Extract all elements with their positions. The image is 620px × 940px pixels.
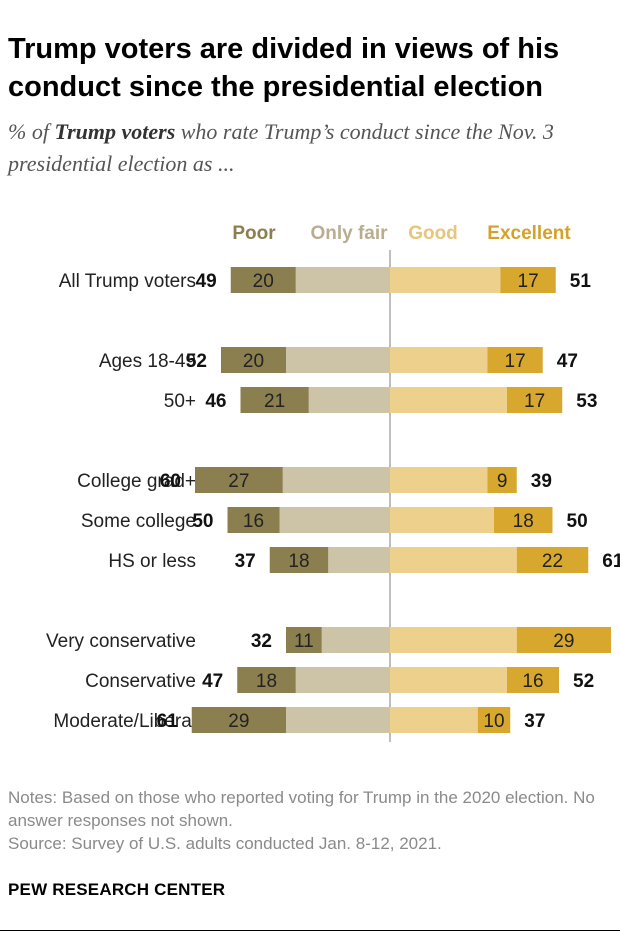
bar-only-fair	[308, 387, 390, 413]
bar-poor	[227, 507, 280, 533]
net-negative-label: 37	[235, 551, 256, 572]
bar-excellent	[500, 267, 556, 293]
bar-only-fair	[286, 347, 390, 373]
chart-subtitle: % of Trump voters who rate Trump’s condu…	[8, 116, 614, 180]
net-positive-label: 37	[524, 711, 545, 732]
notes-text: Notes: Based on those who reported votin…	[8, 788, 595, 830]
data-label-poor: 16	[243, 511, 264, 532]
bar-good	[390, 507, 494, 533]
category-label: Some college	[81, 511, 196, 532]
data-label-poor: 18	[256, 671, 277, 692]
data-label-excellent: 16	[522, 671, 543, 692]
bar-good	[390, 387, 507, 413]
net-negative-label: 32	[251, 631, 272, 652]
data-label-poor: 20	[253, 271, 274, 292]
data-label-poor: 21	[264, 391, 285, 412]
net-positive-label: 47	[557, 351, 578, 372]
net-positive-label: 53	[576, 391, 597, 412]
category-label: All Trump voters	[59, 271, 196, 292]
data-label-poor: 27	[228, 471, 249, 492]
net-positive-label: 51	[570, 271, 592, 292]
category-label: College grad+	[77, 471, 196, 492]
bar-only-fair	[295, 667, 390, 693]
bar-poor	[286, 627, 322, 653]
data-label-excellent: 17	[524, 391, 545, 412]
bar-good	[390, 707, 478, 733]
bar-excellent	[477, 707, 511, 733]
category-label: Moderate/Liberal	[53, 711, 196, 732]
net-negative-label: 46	[205, 391, 226, 412]
net-negative-label: 50	[192, 511, 213, 532]
subtitle-suffix: who rate Trump’s conduct since the Nov. …	[8, 119, 554, 176]
data-label-excellent: 10	[483, 711, 504, 732]
bar-poor	[269, 547, 329, 573]
net-negative-label: 52	[186, 351, 207, 372]
chart-notes: Notes: Based on those who reported votin…	[8, 786, 614, 855]
bar-excellent	[494, 507, 553, 533]
net-positive-label: 39	[531, 471, 552, 492]
source-text: Source: Survey of U.S. adults conducted …	[8, 834, 442, 853]
chart-title: Trump voters are divided in views of his…	[8, 33, 560, 103]
legend-only-fair: Only fair	[310, 223, 388, 244]
net-negative-label: 61	[157, 711, 179, 732]
bar-poor	[191, 707, 286, 733]
data-label-excellent: 9	[497, 471, 508, 492]
category-label: Conservative	[85, 671, 196, 692]
net-positive-label: 50	[567, 511, 588, 532]
bar-excellent	[487, 467, 517, 493]
bar-excellent	[487, 347, 543, 373]
bar-poor	[240, 387, 309, 413]
data-label-poor: 18	[288, 551, 309, 572]
category-label: 50+	[164, 391, 196, 412]
bar-poor	[221, 347, 286, 373]
bar-only-fair	[328, 547, 390, 573]
bar-excellent	[516, 547, 589, 573]
category-label: Ages 18-49	[99, 351, 196, 372]
bar-poor	[230, 267, 296, 293]
bar-poor	[237, 667, 296, 693]
bar-good	[390, 547, 517, 573]
bar-good	[390, 627, 517, 653]
bottom-rule	[0, 930, 620, 931]
subtitle-emphasis: Trump voters	[54, 119, 176, 144]
subtitle-prefix: % of	[8, 119, 55, 144]
brand-label: PEW RESEARCH CENTER	[8, 880, 226, 899]
bar-poor	[195, 467, 283, 493]
data-label-poor: 29	[228, 711, 249, 732]
bar-good	[390, 347, 488, 373]
net-negative-label: 47	[202, 671, 223, 692]
bar-only-fair	[321, 627, 390, 653]
data-label-excellent: 18	[513, 511, 534, 532]
category-label: Very conservative	[46, 631, 196, 652]
bar-only-fair	[279, 507, 390, 533]
legend-good: Good	[408, 223, 458, 244]
net-positive-label: 61	[602, 551, 620, 572]
bar-good	[390, 267, 501, 293]
net-positive-label: 52	[573, 671, 594, 692]
data-label-poor: 20	[243, 351, 264, 372]
data-label-excellent: 17	[505, 351, 526, 372]
bar-good	[390, 467, 488, 493]
net-negative-label: 60	[160, 471, 181, 492]
bar-only-fair	[286, 707, 390, 733]
data-label-excellent: 22	[542, 551, 563, 572]
bar-excellent	[507, 667, 559, 693]
data-label-excellent: 17	[518, 271, 539, 292]
bar-excellent	[507, 387, 563, 413]
bar-good	[390, 667, 507, 693]
net-negative-label: 49	[196, 271, 217, 292]
data-label-poor: 11	[294, 631, 314, 652]
diverging-bar-chart: Poor Only fair Good Excellent All Trump vote…	[46, 223, 620, 742]
bar-excellent	[516, 627, 611, 653]
category-label: HS or less	[108, 551, 196, 572]
data-label-excellent: 29	[553, 631, 574, 652]
legend-excellent: Excellent	[487, 223, 571, 244]
legend-poor: Poor	[232, 223, 276, 244]
bar-only-fair	[282, 467, 390, 493]
bar-only-fair	[295, 267, 390, 293]
